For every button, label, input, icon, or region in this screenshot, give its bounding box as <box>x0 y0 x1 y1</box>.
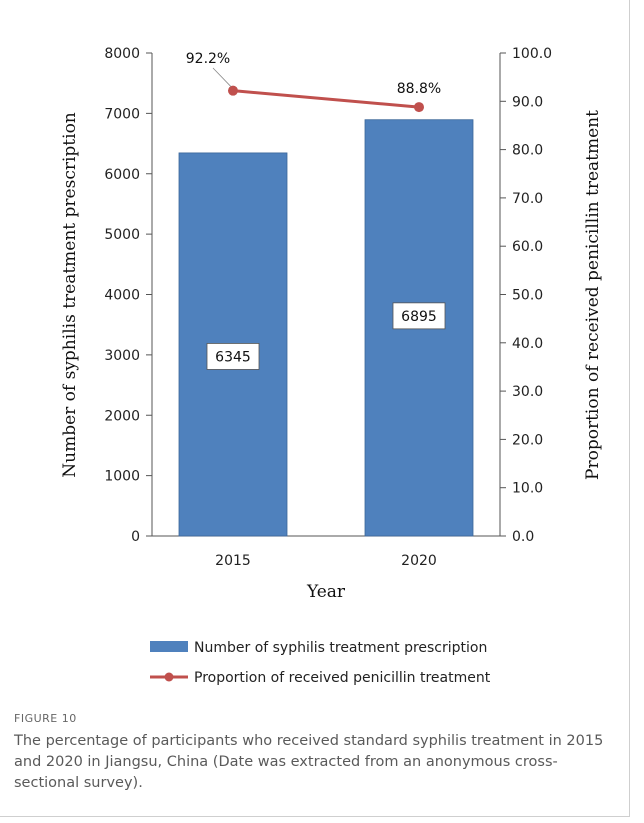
series-line <box>232 89 420 109</box>
bar-data-label: 6345 <box>215 349 251 365</box>
line-data-label-leader <box>212 67 232 87</box>
x-axis: 2015 2020 <box>152 535 500 569</box>
y-axis-right: 0.0 10.0 20.0 30.0 40.0 50.0 60.0 70.0 80.0 90.0 1… <box>499 46 552 545</box>
bar-series: 6345 6895 <box>178 119 474 537</box>
y-axis-right-tick-label: 30.0 <box>512 384 543 400</box>
line-series: 92.2% 88.8% <box>186 51 441 113</box>
legend: Number of syphilis treatment prescriptio… <box>150 640 491 686</box>
combo-chart: 0 1000 2000 3000 4000 5000 6000 7000 8000 0.0 10.… <box>60 46 603 686</box>
y-axis-left-tick-label: 2000 <box>104 408 140 424</box>
figure-frame: 0 1000 2000 3000 4000 5000 6000 7000 8000 0.0 10.… <box>0 0 630 817</box>
figure-caption: FIGURE 10 The percentage of participants… <box>14 712 614 794</box>
y-axis-right-tick-label: 70.0 <box>512 191 543 207</box>
x-axis-tick-label: 2020 <box>401 553 437 569</box>
y-axis-right-tick-label: 90.0 <box>512 94 543 110</box>
y-axis-right-tick-label: 100.0 <box>512 46 552 62</box>
line-data-label: 88.8% <box>397 81 441 97</box>
line-point <box>414 102 424 113</box>
legend-line-marker <box>164 672 174 682</box>
y-axis-left-tick-label: 7000 <box>104 106 140 122</box>
line-point <box>228 85 238 96</box>
legend-bar-swatch <box>150 641 188 652</box>
legend-bar-label: Number of syphilis treatment prescriptio… <box>194 640 487 656</box>
bar-data-label: 6895 <box>401 309 437 325</box>
y-axis-left-tick-label: 8000 <box>104 46 140 62</box>
y-axis-left: 0 1000 2000 3000 4000 5000 6000 7000 8000 <box>104 46 153 545</box>
figure-caption-text: The percentage of participants who recei… <box>14 733 604 791</box>
figure-caption-label: FIGURE 10 <box>14 712 77 725</box>
y-axis-left-title: Number of syphilis treatment prescriptio… <box>60 112 80 478</box>
y-axis-left-tick-label: 3000 <box>104 348 140 364</box>
y-axis-left-tick-label: 0 <box>131 529 140 545</box>
y-axis-left-tick-label: 5000 <box>104 227 140 243</box>
y-axis-left-tick-label: 1000 <box>104 469 140 485</box>
bar-data-label-box <box>392 302 446 330</box>
x-axis-title: Year <box>306 582 346 602</box>
y-axis-right-title: Proportion of received penicillin treatm… <box>583 110 603 480</box>
y-axis-right-tick-label: 0.0 <box>512 529 534 545</box>
legend-line-label: Proportion of received penicillin treatm… <box>194 670 491 686</box>
y-axis-right-tick-label: 50.0 <box>512 288 543 304</box>
y-axis-left-tick-label: 4000 <box>104 288 140 304</box>
y-axis-right-tick-label: 20.0 <box>512 432 543 448</box>
x-axis-tick-label: 2015 <box>215 553 251 569</box>
line-data-label: 92.2% <box>186 51 230 67</box>
y-axis-right-tick-label: 10.0 <box>512 481 543 497</box>
bar-data-label-box <box>206 343 260 370</box>
y-axis-right-tick-label: 80.0 <box>512 143 543 159</box>
y-axis-left-tick-label: 6000 <box>104 167 140 183</box>
y-axis-right-tick-label: 60.0 <box>512 239 543 255</box>
y-axis-right-tick-label: 40.0 <box>512 336 543 352</box>
